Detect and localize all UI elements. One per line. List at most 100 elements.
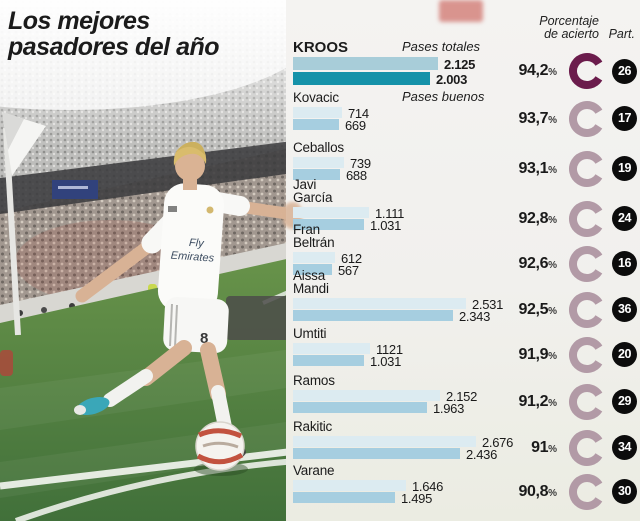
player-name: Varane <box>293 462 335 478</box>
stadium-screen-glow <box>439 0 483 22</box>
matches-badge: 36 <box>612 297 637 322</box>
value-pases-buenos: 688 <box>346 168 367 183</box>
legend-pases-buenos: Pases buenos <box>402 89 485 104</box>
accuracy-number: 93,7 <box>518 109 549 127</box>
bar-pases-buenos <box>293 169 340 180</box>
bar-pases-buenos <box>293 492 395 503</box>
value-pases-totales: 2.531 <box>472 297 504 312</box>
player-name: Aissa Mandi <box>293 268 329 296</box>
matches-badge: 24 <box>612 206 637 231</box>
accuracy-percent: 93,7% <box>511 110 557 130</box>
percent-sign: % <box>548 397 557 409</box>
percent-sign: % <box>548 214 557 226</box>
column-header-accuracy: Porcentaje de acierto <box>539 15 599 41</box>
dugout <box>226 296 300 340</box>
accuracy-donut-icon <box>568 100 606 138</box>
accuracy-donut-icon <box>568 52 606 90</box>
accuracy-number: 91 <box>531 438 549 456</box>
matches-badge: 29 <box>612 389 637 414</box>
value-pases-buenos: 1.963 <box>433 401 465 416</box>
bar-pases-buenos <box>293 402 427 413</box>
bar-pases-totales <box>293 436 476 447</box>
player-name: Javi García <box>293 177 333 205</box>
matches-badge: 16 <box>612 251 637 276</box>
bar-pases-buenos <box>293 448 460 459</box>
bar-pases-buenos <box>293 355 364 366</box>
accuracy-percent: 92,6% <box>511 255 557 275</box>
legend-pases-totales: Pases totales <box>402 39 481 54</box>
value-pases-buenos: 1.495 <box>401 491 433 506</box>
accuracy-number: 92,6 <box>518 254 549 272</box>
accuracy-number: 91,9 <box>518 345 549 363</box>
accuracy-header-line1: Porcentaje <box>539 14 599 28</box>
percent-sign: % <box>548 305 557 317</box>
value-pases-totales: 714 <box>348 106 369 121</box>
accuracy-number: 92,5 <box>518 300 549 318</box>
value-pases-totales: 739 <box>350 156 371 171</box>
value-pases-totales: 1121 <box>376 342 403 357</box>
value-pases-buenos: 2.436 <box>466 447 498 462</box>
bar-pases-buenos <box>293 119 339 130</box>
value-pases-buenos: 2.003 <box>436 72 468 87</box>
bar-pases-buenos <box>293 264 332 275</box>
matches-badge: 20 <box>612 342 637 367</box>
matches-badge: 30 <box>612 479 637 504</box>
value-pases-totales: 2.125 <box>444 57 476 72</box>
accuracy-header-line2: de acierto <box>544 27 599 41</box>
accuracy-percent: 92,5% <box>511 301 557 321</box>
player-name: Ceballos <box>293 139 344 155</box>
accuracy-percent: 91,9% <box>511 346 557 366</box>
column-header-matches: Part. <box>608 27 635 41</box>
jersey-sponsor-line2: Emirates <box>170 250 215 265</box>
percent-sign: % <box>548 487 557 499</box>
shorts-number: 8 <box>200 330 208 347</box>
accuracy-donut-icon <box>568 245 606 283</box>
touchline <box>0 447 297 490</box>
player-name: Rakitic <box>293 418 333 434</box>
bar-pases-totales <box>293 343 370 354</box>
bar-pases-totales <box>293 107 342 118</box>
player-name: Umtiti <box>293 325 327 341</box>
accuracy-percent: 90,8% <box>511 483 557 503</box>
value-pases-buenos: 669 <box>345 118 366 133</box>
club-crest-icon <box>206 206 214 214</box>
percent-sign: % <box>548 259 557 271</box>
accuracy-number: 94,2 <box>518 62 549 79</box>
percent-sign: % <box>548 67 557 78</box>
accuracy-percent: 91,2% <box>511 393 557 413</box>
value-pases-buenos: 1.031 <box>370 218 402 233</box>
accuracy-percent: 92,8% <box>511 210 557 230</box>
accuracy-number: 90,8 <box>518 482 549 500</box>
ball <box>194 421 248 476</box>
value-pases-totales: 2.152 <box>446 389 478 404</box>
player-name: Kovacic <box>293 89 339 105</box>
accuracy-number: 93,1 <box>518 159 549 177</box>
accuracy-donut-icon <box>568 336 606 374</box>
stadium-photo: Fly Emirates 8 <box>0 0 300 521</box>
player-shorts <box>163 296 229 354</box>
player-left-leg <box>138 340 192 386</box>
title-line-2: pasadores del año <box>8 33 220 61</box>
accuracy-percent: 93,1% <box>511 160 557 180</box>
player-name: KROOS <box>293 38 349 56</box>
player-head <box>175 151 205 181</box>
value-pases-buenos: 567 <box>338 263 359 278</box>
accuracy-donut-icon <box>568 429 606 467</box>
bar-pases-totales <box>293 57 438 70</box>
bar-pases-totales <box>293 252 335 263</box>
jersey-sponsor-line1: Fly <box>189 237 206 250</box>
value-pases-totales: 2.676 <box>482 435 514 450</box>
page-title: Los mejores pasadores del año <box>8 8 220 61</box>
bar-pases-totales <box>293 157 344 168</box>
percent-sign: % <box>548 114 557 126</box>
value-pases-totales: 612 <box>341 251 362 266</box>
accuracy-number: 92,8 <box>518 209 549 227</box>
chart-rows: KROOS 2.125 2.003 94,2% 26 Kovacic 714 6… <box>286 0 640 521</box>
bar-pases-buenos <box>293 72 430 85</box>
percent-sign: % <box>548 443 557 455</box>
steward <box>0 350 13 376</box>
accuracy-donut-icon <box>568 383 606 421</box>
matches-badge: 26 <box>612 58 637 84</box>
bar-pases-totales <box>293 390 440 401</box>
